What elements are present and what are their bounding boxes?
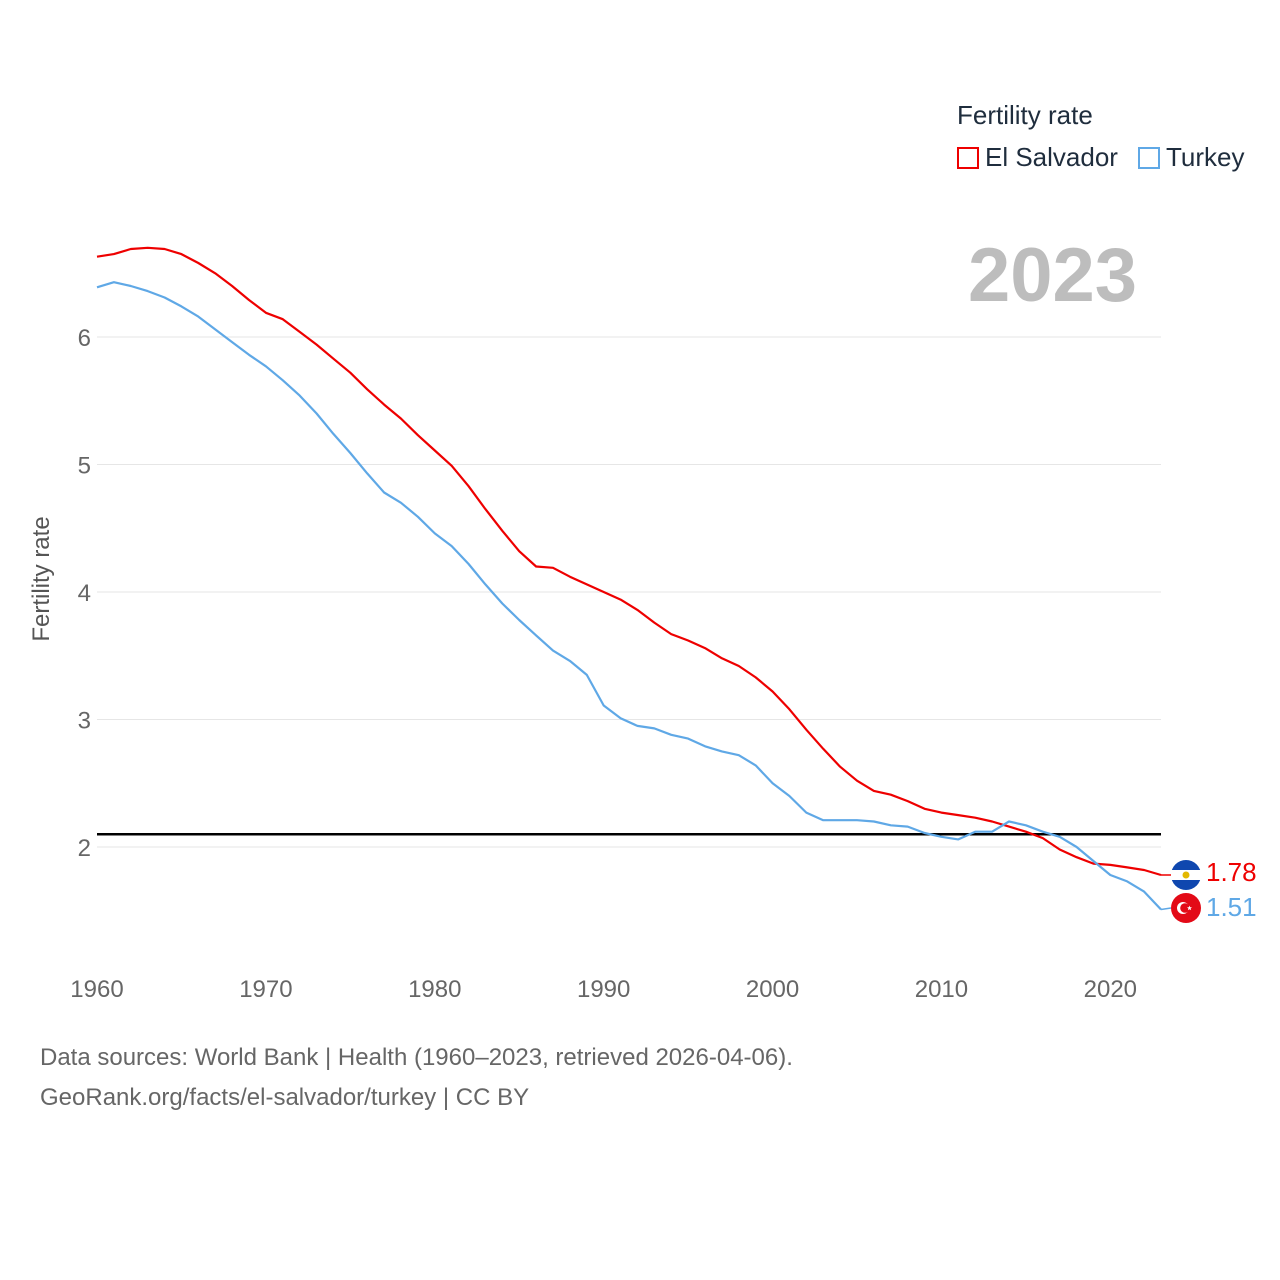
series-line-el-salvador <box>96 246 1162 877</box>
footer-link[interactable]: GeoRank.org/facts/el-salvador/turkey | C… <box>40 1084 530 1111</box>
y-axis: 2 3 4 5 6 <box>78 325 91 862</box>
end-value-label-turkey: 1.51 <box>1206 892 1257 922</box>
y-tick-label: 5 <box>78 453 91 480</box>
turkey-swatch-icon <box>1137 146 1160 169</box>
series-line-turkey <box>96 281 1162 911</box>
x-tick-label: 1960 <box>70 976 123 1003</box>
legend: El Salvador Turkey <box>957 142 1264 173</box>
x-tick-label: 1990 <box>577 976 630 1003</box>
y-axis-title: Fertility rate <box>28 516 55 642</box>
gridlines <box>97 336 1161 848</box>
year-label: 2023 <box>968 233 1138 318</box>
footer-source: Data sources: World Bank | Health (1960–… <box>40 1044 793 1071</box>
x-tick-label: 2010 <box>915 976 968 1003</box>
y-tick-label: 6 <box>78 325 91 352</box>
x-tick-label: 2000 <box>746 976 799 1003</box>
legend-label-turkey: Turkey <box>1165 142 1245 172</box>
legend-label-el-salvador: El Salvador <box>985 142 1118 172</box>
x-axis: 1960 1970 1980 1990 2000 2010 2020 <box>70 976 1137 1003</box>
x-tick-label: 1980 <box>408 976 461 1003</box>
legend-item-el-salvador[interactable]: El Salvador <box>957 142 1118 173</box>
legend-title: Fertility rate <box>957 100 1093 130</box>
legend-item-turkey[interactable]: Turkey <box>1137 142 1245 173</box>
turkey-flag-icon <box>1171 893 1201 923</box>
end-connector-turkey <box>1160 907 1172 911</box>
end-connectors <box>1160 874 1172 911</box>
y-tick-label: 4 <box>78 580 91 607</box>
x-tick-label: 1970 <box>239 976 292 1003</box>
el-salvador-swatch-icon <box>957 146 979 169</box>
y-tick-label: 2 <box>78 835 91 862</box>
y-tick-label: 3 <box>78 708 91 735</box>
series-lines <box>96 246 1162 911</box>
el-salvador-flag-icon <box>1171 860 1201 890</box>
x-tick-label: 2020 <box>1084 976 1137 1003</box>
end-value-label-el-salvador: 1.78 <box>1206 857 1257 887</box>
